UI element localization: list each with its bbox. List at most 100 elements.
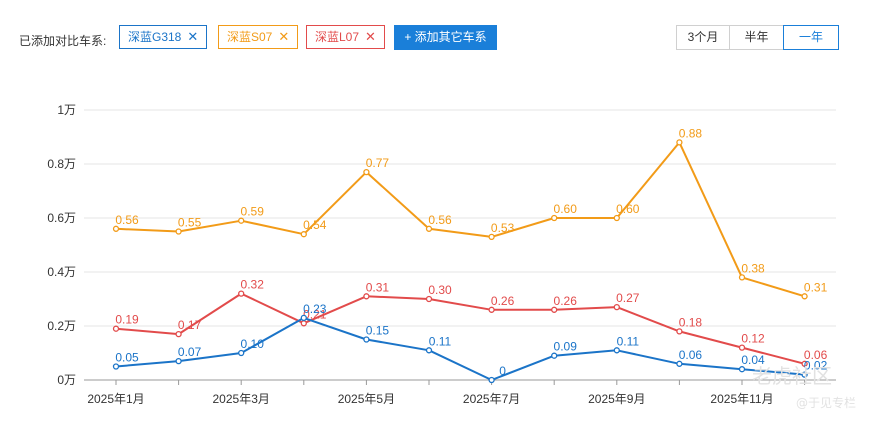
data-label: 0.53 — [491, 221, 515, 235]
tag-g318-label: 深蓝G318 — [128, 30, 182, 44]
data-label: 0.06 — [804, 348, 828, 362]
data-label: 0.18 — [679, 315, 703, 329]
x-tick-label: 2025年11月 — [710, 392, 773, 406]
data-point — [238, 349, 245, 357]
data-label: 0.56 — [115, 213, 139, 227]
data-point — [551, 306, 558, 313]
data-label: 0.32 — [241, 278, 265, 292]
data-point — [551, 352, 558, 359]
data-point — [363, 336, 370, 343]
x-tick-label: 2025年7月 — [463, 392, 520, 406]
x-tick-label: 2025年9月 — [588, 392, 645, 406]
tag-g318[interactable]: 深蓝G318 ✕ — [119, 25, 208, 49]
data-label: 0.09 — [554, 340, 578, 354]
data-point — [676, 139, 683, 146]
data-point — [363, 168, 370, 176]
data-label: 0.05 — [115, 351, 139, 365]
data-label: 0.55 — [178, 216, 202, 230]
data-label: 0.12 — [741, 332, 765, 346]
series-line — [115, 292, 805, 365]
y-tick-label: 0.8万 — [47, 157, 76, 171]
data-point — [425, 225, 433, 232]
data-label: 0.59 — [241, 205, 265, 219]
data-label: 0.15 — [366, 324, 390, 338]
data-point — [738, 344, 746, 351]
tag-l07[interactable]: 深蓝L07 ✕ — [306, 25, 385, 49]
data-point — [613, 303, 620, 311]
data-point — [300, 314, 307, 322]
data-label: 0.07 — [178, 345, 202, 359]
x-tick-label: 2025年3月 — [213, 392, 270, 406]
data-point — [676, 328, 683, 335]
data-point — [238, 290, 245, 297]
data-point — [425, 295, 433, 303]
data-label: 0.17 — [178, 318, 202, 332]
data-label: 0.54 — [303, 218, 327, 232]
x-tick-label: 2025年1月 — [87, 392, 144, 406]
close-icon[interactable]: ✕ — [187, 29, 199, 44]
data-point — [112, 225, 120, 232]
data-label: 0.10 — [241, 337, 265, 351]
data-point — [488, 233, 495, 241]
data-point — [613, 347, 620, 354]
data-label: 0.77 — [366, 156, 390, 170]
range-one-year-button[interactable]: 一年 — [783, 25, 839, 50]
data-point — [801, 293, 808, 300]
watermark-main: 老虎社区 — [752, 364, 832, 388]
y-tick-label: 1万 — [57, 103, 76, 117]
data-point — [738, 274, 746, 281]
compare-toolbar: 已添加对比车系: 深蓝G318 ✕ 深蓝S07 ✕ 深蓝L07 ✕ + 添加其它车系 … — [0, 0, 884, 70]
data-label: 0.30 — [428, 283, 452, 297]
y-tick-label: 0.6万 — [47, 211, 76, 225]
y-tick-label: 0.4万 — [47, 265, 76, 279]
data-label: 0.04 — [741, 353, 765, 367]
data-point — [613, 214, 620, 222]
data-label: 0.21 — [303, 307, 327, 321]
data-point — [488, 376, 495, 384]
data-label: 0.19 — [115, 313, 139, 327]
data-point — [488, 306, 495, 313]
watermark-sub: @于见专栏 — [796, 396, 857, 410]
data-point — [112, 363, 120, 370]
data-point — [112, 325, 120, 332]
compared-series-label: 已添加对比车系: — [19, 34, 107, 48]
tag-l07-label: 深蓝L07 — [315, 30, 360, 44]
data-point — [238, 217, 245, 224]
data-point — [363, 293, 370, 300]
data-point — [801, 371, 808, 378]
data-label: 0.11 — [429, 334, 452, 348]
data-label: 0.60 — [616, 202, 640, 216]
range-half-year-button[interactable]: 半年 — [729, 25, 784, 50]
data-label: 0.31 — [366, 280, 390, 294]
data-label: 0.26 — [491, 294, 515, 308]
data-label: 0.56 — [428, 213, 452, 227]
data-label: 0.23 — [303, 302, 327, 316]
data-point — [551, 214, 558, 222]
data-point — [676, 360, 683, 367]
data-point — [175, 357, 182, 365]
data-point — [425, 347, 433, 354]
data-label: 0 — [499, 364, 506, 378]
tag-s07-label: 深蓝S07 — [227, 30, 273, 44]
data-label: 0.38 — [741, 261, 765, 275]
data-label: 0.11 — [617, 334, 640, 348]
add-series-button[interactable]: + 添加其它车系 — [394, 25, 497, 50]
data-point — [300, 231, 307, 238]
data-point — [738, 366, 746, 373]
data-point — [300, 320, 307, 327]
tag-s07[interactable]: 深蓝S07 ✕ — [218, 25, 299, 49]
data-label: 0.06 — [679, 348, 703, 362]
time-range-selector: 3个月 半年 一年 — [676, 25, 839, 50]
data-point — [801, 360, 808, 367]
series-line — [115, 316, 805, 381]
data-label: 0.31 — [804, 280, 828, 294]
y-tick-label: 0万 — [57, 373, 76, 387]
data-label: 0.02 — [804, 359, 828, 373]
close-icon[interactable]: ✕ — [365, 29, 376, 44]
data-label: 0.26 — [554, 294, 578, 308]
data-point — [175, 228, 182, 235]
close-icon[interactable]: ✕ — [278, 29, 290, 44]
data-point — [175, 330, 182, 338]
data-label: 0.27 — [616, 291, 640, 305]
